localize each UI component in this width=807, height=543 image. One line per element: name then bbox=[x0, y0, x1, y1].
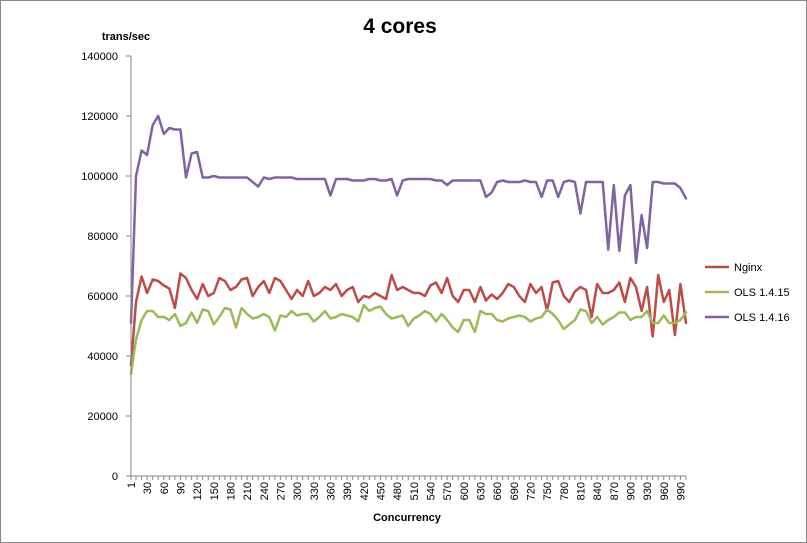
x-tick-label: 810 bbox=[575, 482, 587, 500]
y-tick-label: 80000 bbox=[87, 231, 118, 243]
series-line bbox=[129, 272, 688, 367]
x-tick-label: 300 bbox=[292, 482, 304, 500]
chart-title: 4 cores bbox=[363, 15, 437, 38]
x-tick-label: 900 bbox=[625, 482, 637, 500]
y-tick-label: 40000 bbox=[87, 351, 118, 363]
x-tick-label: 510 bbox=[409, 482, 421, 500]
x-tick-label: 30 bbox=[142, 482, 154, 494]
x-tick-label: 780 bbox=[559, 482, 571, 500]
x-tick-label: 660 bbox=[492, 482, 504, 500]
y-tick-label: 60000 bbox=[87, 291, 118, 303]
x-tick-label: 210 bbox=[242, 482, 254, 500]
legend-label: OLS 1.4.15 bbox=[734, 287, 790, 299]
y-tick-label: 0 bbox=[112, 471, 118, 483]
x-axis-title: Concurrency bbox=[373, 512, 442, 524]
legend-label: Nginx bbox=[734, 262, 763, 274]
y-tick-label: 140000 bbox=[81, 51, 118, 63]
x-tick-label: 570 bbox=[442, 482, 454, 500]
x-tick-label: 390 bbox=[342, 482, 354, 500]
x-tick-label: 480 bbox=[392, 482, 404, 500]
y-tick-label: 120000 bbox=[81, 111, 118, 123]
x-tick-label: 150 bbox=[209, 482, 221, 500]
x-tick-label: 120 bbox=[192, 482, 204, 500]
x-tick-label: 990 bbox=[675, 482, 687, 500]
x-tick-label: 960 bbox=[659, 482, 671, 500]
series-lines bbox=[129, 114, 688, 376]
x-tick-label: 930 bbox=[642, 482, 654, 500]
x-tick-label: 600 bbox=[459, 482, 471, 500]
x-tick-label: 90 bbox=[175, 482, 187, 494]
legend: Nginx OLS 1.4.15 OLS 1.4.16 bbox=[705, 262, 790, 324]
x-tick-label: 420 bbox=[359, 482, 371, 500]
x-tick-label: 840 bbox=[592, 482, 604, 500]
series-line bbox=[129, 303, 688, 376]
x-tick-label: 60 bbox=[159, 482, 171, 494]
x-tick-label: 870 bbox=[609, 482, 621, 500]
x-tick-label: 630 bbox=[475, 482, 487, 500]
x-tick-label: 540 bbox=[425, 482, 437, 500]
y-tick-label: 20000 bbox=[87, 411, 118, 423]
x-tick-label: 360 bbox=[325, 482, 337, 500]
x-tick-label: 180 bbox=[225, 482, 237, 500]
series-line bbox=[129, 114, 688, 325]
legend-label: OLS 1.4.16 bbox=[734, 312, 790, 324]
x-axis-ticks: 1 30 60 90 120 150 180 210 240 270 300 330 360 390 420… bbox=[126, 476, 687, 500]
x-tick-label: 450 bbox=[375, 482, 387, 500]
y-axis-title: trans/sec bbox=[102, 31, 150, 43]
x-tick-label: 330 bbox=[309, 482, 321, 500]
x-tick-label: 240 bbox=[259, 482, 271, 500]
y-axis-ticks: 0 20000 40000 60000 80000 100000 120000 140000 bbox=[81, 51, 131, 483]
x-tick-label: 270 bbox=[275, 482, 287, 500]
y-tick-label: 100000 bbox=[81, 171, 118, 183]
x-tick-label: 690 bbox=[509, 482, 521, 500]
x-tick-label: 750 bbox=[542, 482, 554, 500]
x-tick-label: 720 bbox=[525, 482, 537, 500]
x-tick-label: 1 bbox=[126, 482, 138, 488]
